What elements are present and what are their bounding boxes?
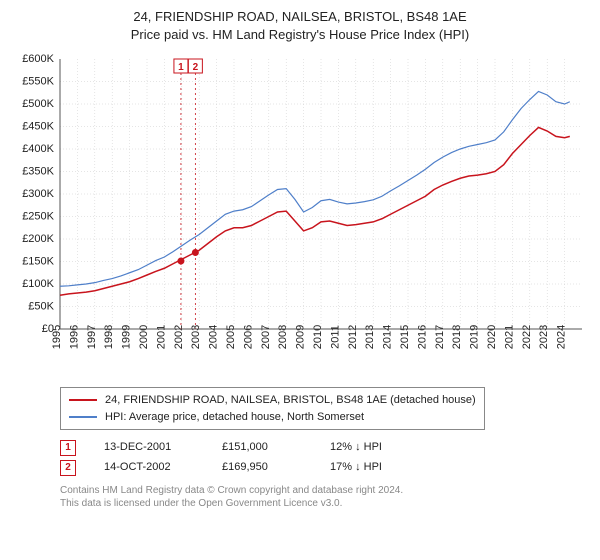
svg-text:£550K: £550K	[22, 76, 54, 88]
legend-label: 24, FRIENDSHIP ROAD, NAILSEA, BRISTOL, B…	[105, 392, 476, 409]
sale-delta: 12% ↓ HPI	[330, 438, 420, 458]
svg-text:1997: 1997	[86, 325, 98, 349]
svg-text:2012: 2012	[347, 325, 359, 349]
sales-table: 1 13-DEC-2001 £151,000 12% ↓ HPI 2 14-OCT-200…	[60, 438, 590, 478]
svg-text:£200K: £200K	[22, 233, 54, 245]
svg-text:£350K: £350K	[22, 166, 54, 178]
sale-date: 13-DEC-2001	[104, 438, 194, 458]
svg-text:£500K: £500K	[22, 98, 54, 110]
legend-row: HPI: Average price, detached house, Nort…	[69, 409, 476, 426]
footer-line-2: This data is licensed under the Open Gov…	[60, 497, 590, 510]
svg-text:2019: 2019	[469, 325, 481, 349]
sale-delta: 17% ↓ HPI	[330, 458, 420, 478]
legend-row: 24, FRIENDSHIP ROAD, NAILSEA, BRISTOL, B…	[69, 392, 476, 409]
legend-box: 24, FRIENDSHIP ROAD, NAILSEA, BRISTOL, B…	[60, 387, 485, 430]
legend-swatch	[69, 416, 97, 418]
legend-swatch	[69, 399, 97, 401]
sale-marker-2: 2	[60, 460, 76, 476]
svg-text:2017: 2017	[434, 325, 446, 349]
svg-text:£100K: £100K	[22, 278, 54, 290]
title-line-1: 24, FRIENDSHIP ROAD, NAILSEA, BRISTOL, B…	[10, 8, 590, 26]
svg-text:£450K: £450K	[22, 121, 54, 133]
svg-text:2008: 2008	[277, 325, 289, 349]
svg-text:£250K: £250K	[22, 211, 54, 223]
svg-text:2005: 2005	[225, 325, 237, 349]
footer-attribution: Contains HM Land Registry data © Crown c…	[60, 484, 590, 510]
svg-text:1999: 1999	[121, 325, 133, 349]
svg-text:2021: 2021	[503, 325, 515, 349]
chart-title-block: 24, FRIENDSHIP ROAD, NAILSEA, BRISTOL, B…	[10, 8, 590, 43]
svg-text:2010: 2010	[312, 325, 324, 349]
legend-label: HPI: Average price, detached house, Nort…	[105, 409, 364, 426]
svg-text:2014: 2014	[382, 325, 394, 349]
svg-text:1996: 1996	[68, 325, 80, 349]
svg-text:1: 1	[178, 62, 184, 73]
sale-price: £169,950	[222, 458, 302, 478]
sale-date: 14-OCT-2002	[104, 458, 194, 478]
sale-point-1	[177, 258, 184, 265]
svg-text:£400K: £400K	[22, 143, 54, 155]
svg-text:2015: 2015	[399, 325, 411, 349]
svg-text:2006: 2006	[242, 325, 254, 349]
svg-text:£150K: £150K	[22, 256, 54, 268]
svg-text:2024: 2024	[556, 325, 568, 349]
svg-text:£600K: £600K	[22, 53, 54, 65]
title-line-2: Price paid vs. HM Land Registry's House …	[10, 26, 590, 44]
sale-row: 2 14-OCT-2002 £169,950 17% ↓ HPI	[60, 458, 590, 478]
chart-area: £0£50K£100K£150K£200K£250K£300K£350K£400…	[10, 49, 590, 379]
svg-text:2: 2	[193, 62, 199, 73]
svg-text:2020: 2020	[486, 325, 498, 349]
svg-text:2009: 2009	[295, 325, 307, 349]
sale-point-2	[192, 249, 199, 256]
svg-text:2003: 2003	[190, 325, 202, 349]
svg-text:2001: 2001	[155, 325, 167, 349]
svg-text:2016: 2016	[416, 325, 428, 349]
svg-text:2002: 2002	[173, 325, 185, 349]
sale-marker-1: 1	[60, 440, 76, 456]
svg-text:2013: 2013	[364, 325, 376, 349]
svg-text:£50K: £50K	[28, 301, 54, 313]
svg-text:2000: 2000	[138, 325, 150, 349]
sale-price: £151,000	[222, 438, 302, 458]
svg-text:2007: 2007	[260, 325, 272, 349]
svg-text:2022: 2022	[521, 325, 533, 349]
svg-text:1998: 1998	[103, 325, 115, 349]
svg-text:1995: 1995	[51, 325, 63, 349]
svg-text:2004: 2004	[208, 325, 220, 349]
footer-line-1: Contains HM Land Registry data © Crown c…	[60, 484, 590, 497]
sale-row: 1 13-DEC-2001 £151,000 12% ↓ HPI	[60, 438, 590, 458]
svg-text:£300K: £300K	[22, 188, 54, 200]
line-chart-svg: £0£50K£100K£150K£200K£250K£300K£350K£400…	[10, 49, 590, 379]
svg-text:2018: 2018	[451, 325, 463, 349]
svg-text:2023: 2023	[538, 325, 550, 349]
